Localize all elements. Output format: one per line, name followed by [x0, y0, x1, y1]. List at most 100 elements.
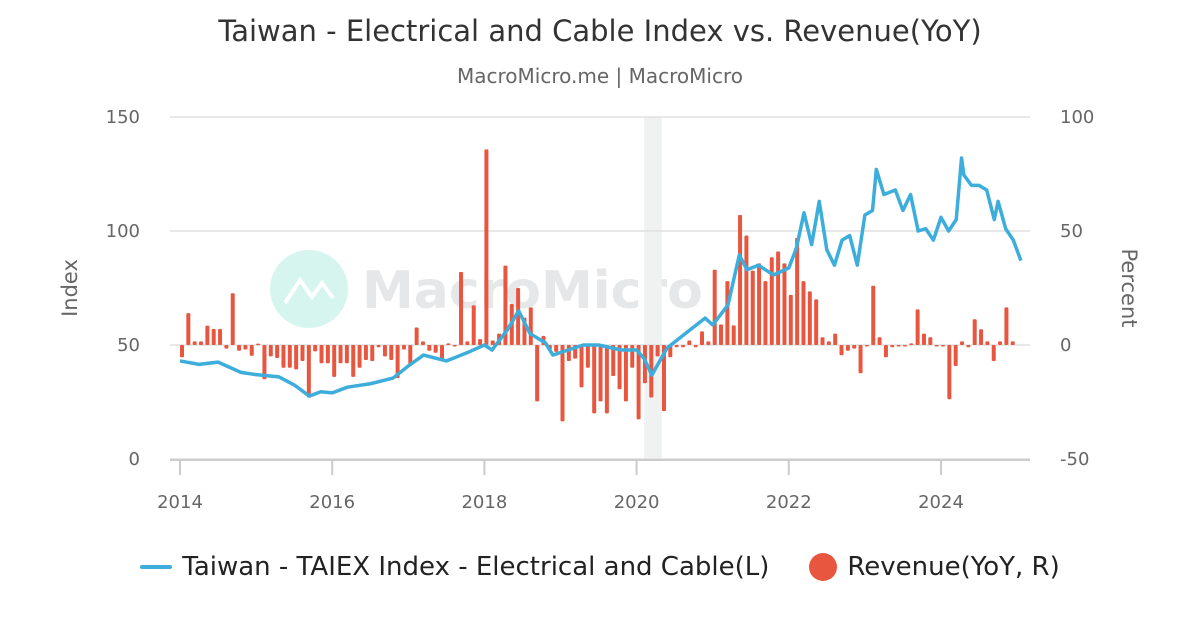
revenue-bar — [991, 345, 996, 361]
revenue-bar — [205, 325, 210, 345]
revenue-bar — [313, 345, 318, 352]
revenue-bar — [554, 345, 559, 352]
legend-item-index[interactable]: Taiwan - TAIEX Index - Electrical and Ca… — [140, 552, 769, 582]
x-tick-label: 2024 — [918, 492, 964, 513]
revenue-bar — [192, 341, 197, 345]
revenue-bar — [738, 215, 743, 345]
revenue-bar — [579, 345, 584, 388]
revenue-bar — [363, 345, 368, 361]
revenue-bar — [382, 345, 387, 357]
revenue-bar — [1010, 341, 1015, 345]
revenue-bar — [528, 307, 533, 345]
revenue-bar — [979, 329, 984, 345]
revenue-bar — [636, 345, 641, 420]
revenue-bar — [921, 333, 926, 345]
revenue-bar — [230, 293, 235, 345]
chart-subtitle: MacroMicro.me | MacroMicro — [457, 64, 743, 88]
revenue-bar — [966, 345, 971, 348]
revenue-bar — [370, 345, 375, 361]
revenue-bar — [503, 265, 508, 345]
chart-title: Taiwan - Electrical and Cable Index vs. … — [218, 14, 982, 48]
right-tick-label: 100 — [1060, 107, 1094, 128]
legend-label-revenue: Revenue(YoY, R) — [847, 552, 1060, 582]
revenue-bar — [199, 341, 204, 345]
left-tick-label: 50 — [117, 335, 140, 356]
revenue-bar — [294, 345, 299, 370]
revenue-bar — [566, 345, 571, 361]
revenue-bar — [674, 345, 679, 348]
revenue-bar — [839, 345, 844, 356]
revenue-bar — [864, 345, 869, 347]
revenue-bar — [693, 345, 698, 348]
revenue-bar — [712, 269, 717, 345]
revenue-bar — [896, 345, 901, 347]
revenue-bar — [395, 345, 400, 379]
revenue-bar — [357, 345, 362, 368]
revenue-bar — [826, 341, 831, 345]
revenue-bar — [795, 237, 800, 345]
revenue-bar — [833, 333, 838, 345]
revenue-bar — [782, 263, 787, 345]
revenue-bar — [585, 345, 590, 368]
revenue-bar — [769, 257, 774, 345]
left-axis-title: Index — [58, 259, 82, 317]
revenue-bar — [376, 345, 381, 348]
revenue-bar — [490, 340, 495, 345]
revenue-bar — [281, 345, 286, 368]
revenue-bar — [953, 345, 958, 366]
revenue-bar — [287, 345, 292, 368]
revenue-bar — [319, 345, 324, 364]
legend-item-revenue[interactable]: Revenue(YoY, R) — [809, 552, 1060, 582]
revenue-bar — [325, 345, 330, 364]
left-tick-label: 0 — [129, 449, 140, 470]
revenue-bar — [687, 340, 692, 345]
revenue-bar — [776, 251, 781, 345]
revenue-bar — [858, 345, 863, 374]
revenue-bar — [623, 345, 628, 402]
revenue-bar — [852, 345, 857, 349]
revenue-bar — [801, 281, 806, 345]
revenue-bar — [947, 345, 952, 400]
revenue-bar — [459, 272, 464, 345]
legend-line-icon — [140, 565, 173, 569]
revenue-bar — [268, 345, 273, 357]
revenue-bar — [719, 324, 724, 345]
revenue-bar — [680, 345, 685, 348]
revenue-bar — [452, 345, 457, 347]
revenue-bar — [408, 345, 413, 366]
revenue-bar — [731, 325, 736, 345]
legend-dot-icon — [809, 553, 838, 581]
legend: Taiwan - TAIEX Index - Electrical and Ca… — [0, 552, 1200, 582]
revenue-bar — [611, 345, 616, 377]
right-tick-label: 50 — [1060, 221, 1083, 242]
revenue-bar — [275, 345, 280, 358]
revenue-bar — [262, 345, 267, 380]
revenue-bar — [484, 149, 489, 345]
revenue-bar — [788, 294, 793, 345]
revenue-bar — [820, 337, 825, 345]
left-tick-label: 150 — [106, 107, 140, 128]
revenue-bar — [871, 285, 876, 345]
revenue-bar — [814, 299, 819, 345]
revenue-bar — [617, 345, 622, 390]
revenue-bar — [433, 345, 438, 353]
revenue-bar — [1004, 307, 1009, 345]
revenue-bar — [972, 319, 977, 345]
revenue-bar — [465, 341, 470, 345]
x-tick-label: 2016 — [309, 492, 355, 513]
revenue-bar — [300, 345, 305, 361]
watermark-chart-icon — [283, 276, 335, 305]
right-axis-title: Percent — [1117, 248, 1141, 327]
left-tick-label: 100 — [106, 221, 140, 242]
revenue-bar — [306, 345, 311, 398]
x-tick-label: 2020 — [614, 492, 660, 513]
revenue-bar — [725, 281, 730, 345]
revenue-bar — [902, 345, 907, 347]
revenue-bar — [249, 345, 254, 356]
revenue-bar — [237, 345, 242, 351]
revenue-bar — [706, 341, 711, 345]
revenue-bar — [351, 345, 356, 377]
right-tick-label: -50 — [1060, 449, 1089, 470]
revenue-bar — [332, 345, 337, 377]
x-tick-label: 2018 — [461, 492, 507, 513]
